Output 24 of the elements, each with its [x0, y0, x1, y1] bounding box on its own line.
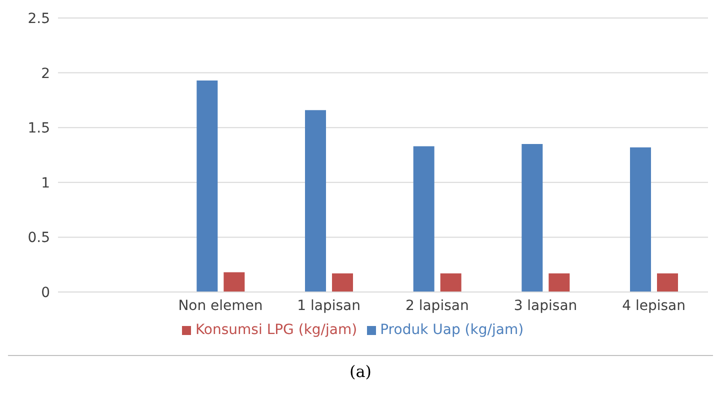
y-tick-label: 2.5	[28, 10, 50, 27]
x-tick-label: 3 lapisan	[514, 298, 578, 314]
x-tick-label: Non elemen	[178, 298, 263, 314]
x-tick-label: 4 lepisan	[622, 298, 686, 314]
legend-label: Konsumsi LPG (kg/jam)	[195, 322, 358, 338]
text: (a)	[348, 362, 373, 381]
bar	[548, 273, 570, 292]
bar	[657, 273, 678, 292]
bar	[440, 273, 462, 292]
legend-label: Produk Uap (kg/jam)	[380, 322, 524, 338]
bar	[413, 146, 434, 292]
bar	[332, 273, 353, 292]
x-tick-label: 1 lapisan	[297, 298, 361, 314]
bar	[305, 110, 326, 292]
y-tick-label: 1	[41, 175, 50, 192]
y-tick-label: 1.5	[28, 120, 50, 137]
bar	[224, 272, 245, 292]
y-tick-label: 2	[41, 66, 50, 82]
bar	[196, 80, 218, 292]
bar	[630, 147, 651, 292]
y-tick-label: 0.5	[28, 230, 50, 246]
bar	[522, 144, 543, 292]
y-tick-label: 0	[41, 284, 50, 301]
x-tick-label: 2 lapisan	[405, 298, 469, 314]
